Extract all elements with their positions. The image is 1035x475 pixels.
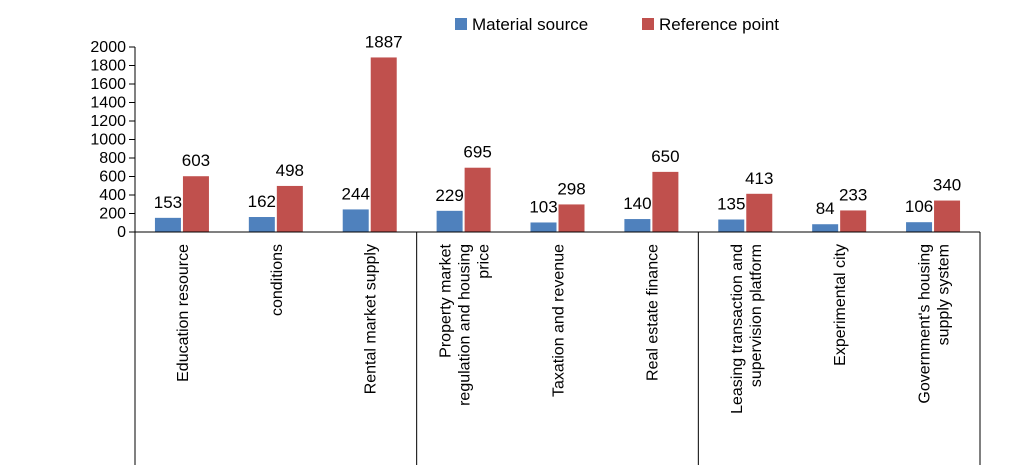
data-label: 233 [839, 185, 867, 204]
bar [624, 219, 651, 232]
data-label: 135 [717, 195, 745, 214]
legend-swatch-material-source [455, 18, 467, 30]
data-label: 340 [933, 176, 961, 195]
bar [530, 222, 557, 232]
x-tick-label-line: Taxation and revenue [551, 244, 568, 397]
bar [558, 204, 585, 232]
data-label: 229 [435, 186, 463, 205]
x-tick-label-line: Government's housing [917, 244, 934, 404]
y-tick-label: 1400 [90, 95, 126, 112]
bar [718, 219, 745, 232]
data-label: 140 [623, 194, 651, 213]
bar [370, 57, 397, 232]
bar [652, 171, 679, 232]
y-tick-label: 1800 [90, 58, 126, 75]
data-label: 1887 [365, 32, 403, 51]
bar [436, 210, 463, 232]
bar [464, 167, 491, 232]
y-tick-label: 1000 [90, 132, 126, 149]
y-tick-label: 2000 [90, 39, 126, 56]
x-tick-label-line: Education resource [175, 244, 192, 382]
y-tick-label: 0 [117, 224, 126, 241]
x-tick-label-line: Real estate finance [644, 244, 661, 381]
legend: Material source Reference point [455, 15, 779, 34]
bar [934, 200, 961, 232]
legend-label-material-source: Material source [472, 15, 588, 34]
x-tick-label-line: supervision platform [748, 244, 765, 387]
x-tick-label-line: Experimental city [832, 244, 849, 366]
x-tick-label-line: Property market [438, 243, 455, 357]
x-tick-label-line: conditions [269, 244, 286, 316]
x-tick-label: Education resource [175, 244, 192, 382]
data-label: 106 [905, 197, 933, 216]
x-tick-label: Real estate finance [644, 244, 661, 381]
data-label: 413 [745, 169, 773, 188]
x-axis: Education resource conditions Rental marke… [135, 231, 981, 465]
bar [746, 193, 773, 232]
data-label: 498 [276, 161, 304, 180]
x-tick-label: conditions [269, 244, 286, 316]
data-label: 162 [248, 192, 276, 211]
legend-swatch-reference-point [642, 18, 654, 30]
bar [276, 185, 303, 232]
x-tick-label-line: supply system [936, 244, 953, 345]
x-tick-label-line: regulation and housing [457, 244, 474, 406]
x-tick-label: Property market regulation and housing pri… [438, 243, 493, 405]
data-label: 103 [529, 197, 557, 216]
data-label: 84 [816, 199, 835, 218]
data-label: 695 [463, 143, 491, 162]
bar [840, 210, 867, 232]
bar [182, 176, 209, 232]
y-tick-label: 600 [99, 169, 126, 186]
bar [154, 217, 181, 232]
y-tick-label: 800 [99, 150, 126, 167]
y-tick-label: 400 [99, 187, 126, 204]
x-tick-label-line: Leasing transaction and [729, 244, 746, 414]
bars [154, 57, 961, 232]
data-label: 298 [557, 179, 585, 198]
x-tick-label: Government's housing supply system [917, 244, 953, 404]
x-tick-label: Taxation and revenue [551, 244, 568, 397]
x-tick-label-line: Rental market supply [363, 244, 380, 394]
bar [248, 217, 275, 232]
x-tick-label: Leasing transaction and supervision platf… [729, 244, 765, 414]
x-tick-label-line: price [476, 244, 493, 279]
x-tick-label: Rental market supply [363, 244, 380, 394]
y-tick-label: 1600 [90, 76, 126, 93]
bar [342, 209, 369, 232]
x-tick-label: Experimental city [832, 244, 849, 366]
data-label: 153 [154, 193, 182, 212]
bar [812, 224, 839, 232]
y-tick-label: 1200 [90, 113, 126, 130]
y-tick-label: 200 [99, 206, 126, 223]
legend-label-reference-point: Reference point [659, 15, 779, 34]
bar [906, 222, 933, 232]
data-label: 603 [182, 151, 210, 170]
data-label: 244 [342, 184, 370, 203]
data-label: 650 [651, 147, 679, 166]
